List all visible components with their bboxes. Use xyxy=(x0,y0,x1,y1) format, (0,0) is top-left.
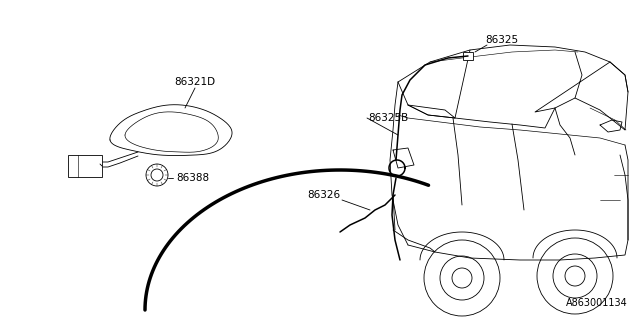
Text: 86325: 86325 xyxy=(485,35,518,45)
Bar xyxy=(68,155,102,177)
Text: 86321D: 86321D xyxy=(175,77,216,87)
Text: 86326: 86326 xyxy=(307,190,340,200)
Bar xyxy=(463,52,473,60)
Text: A863001134: A863001134 xyxy=(566,298,628,308)
Text: 86388: 86388 xyxy=(176,173,209,183)
Text: 86325B: 86325B xyxy=(368,113,408,123)
